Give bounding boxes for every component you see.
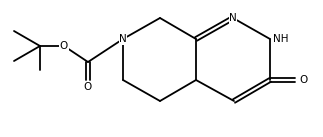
Text: N: N — [119, 34, 127, 44]
Text: O: O — [60, 41, 68, 51]
Text: N: N — [229, 13, 237, 23]
Text: NH: NH — [273, 34, 288, 44]
Text: O: O — [84, 82, 92, 92]
Text: O: O — [299, 75, 307, 85]
